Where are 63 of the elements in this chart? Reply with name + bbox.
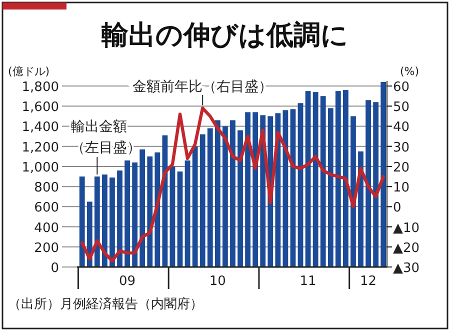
bar	[312, 92, 318, 267]
y-tick-label: 1,600	[22, 100, 59, 116]
bar	[170, 166, 176, 267]
y-tick-label: 600	[34, 200, 59, 216]
text: （出所）月例経済報告（内閣府）	[8, 296, 203, 312]
bar	[335, 91, 341, 267]
y2-tick-label: 30	[393, 140, 410, 156]
y2-axis-title: (%)	[400, 65, 420, 78]
bar	[192, 146, 198, 267]
bar	[110, 178, 115, 267]
x-tick-label: 10	[209, 274, 226, 289]
x-tick-label: 09	[119, 274, 136, 289]
bar	[373, 102, 379, 267]
y2-tick-label: 40	[393, 120, 410, 136]
y2-tick-label: ▲30	[393, 261, 420, 276]
bar	[184, 160, 190, 267]
bar	[162, 135, 168, 267]
bar	[350, 116, 356, 267]
y2-tick-label: 20	[393, 160, 410, 176]
bar	[245, 112, 250, 267]
bar	[305, 91, 311, 267]
y2-tick-label: ▲20	[393, 240, 420, 256]
bar	[200, 134, 206, 267]
bar	[117, 170, 122, 267]
bar	[366, 100, 371, 267]
bar	[147, 156, 153, 267]
y-tick-label: 200	[34, 240, 59, 256]
annotation: 金額前年比（右目盛）	[132, 79, 273, 95]
bar	[238, 130, 243, 267]
y-tick-label: 400	[34, 220, 59, 236]
y-tick-label: 1,000	[22, 160, 59, 176]
bar	[328, 108, 334, 267]
y-tick-label: 0	[50, 261, 59, 276]
y2-tick-label: 10	[393, 180, 410, 196]
bar	[214, 120, 220, 267]
bar	[102, 174, 108, 267]
bar	[343, 90, 348, 267]
bar	[298, 103, 304, 267]
x-tick-label: 11	[300, 274, 316, 289]
bar	[177, 171, 183, 267]
y2-tick-label: ▲10	[393, 220, 420, 236]
bar	[222, 126, 228, 267]
bar	[132, 162, 138, 267]
bar	[207, 128, 213, 267]
chart-title: 輸出の伸びは低調に	[100, 20, 348, 51]
bar	[282, 110, 288, 267]
y-axis-title: (億ドル)	[8, 65, 50, 78]
bar	[94, 176, 100, 267]
x-tick-label: 12	[360, 274, 377, 289]
bar	[252, 112, 258, 267]
bar	[124, 160, 130, 267]
y-tick-label: 1,800	[22, 80, 59, 96]
y-tick-label: 1,400	[22, 120, 59, 136]
bar	[79, 176, 85, 267]
bar	[320, 96, 326, 267]
y-tick-label: 1,200	[22, 140, 59, 156]
bar	[230, 120, 236, 267]
y2-tick-label: 60	[393, 80, 410, 96]
bar	[140, 149, 146, 267]
y-tick-label: 800	[34, 180, 59, 196]
y2-tick-label: 0	[393, 200, 402, 216]
annotation: 輸出金額（左目盛）	[71, 119, 141, 156]
y2-tick-label: 50	[393, 100, 410, 116]
